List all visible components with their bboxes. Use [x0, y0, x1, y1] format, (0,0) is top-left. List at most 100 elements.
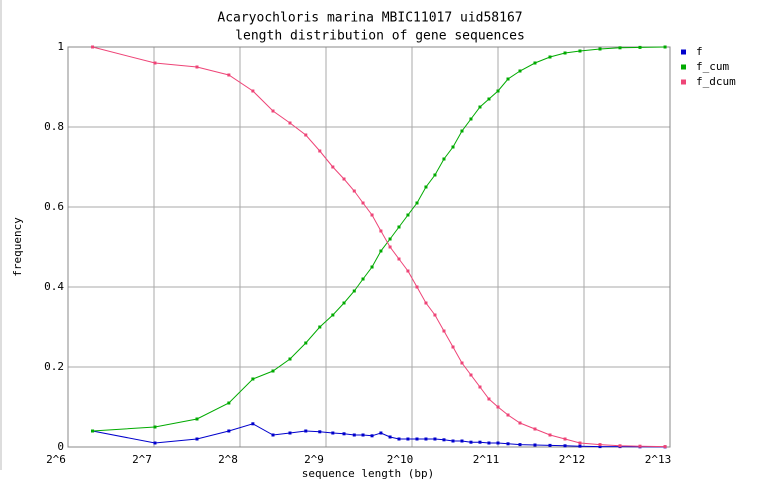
x-tick-label: 2^7	[132, 453, 152, 466]
data-point	[288, 121, 292, 125]
data-point	[496, 441, 500, 445]
data-point	[379, 431, 383, 435]
x-tick-label: 2^12	[559, 453, 586, 466]
data-point	[288, 431, 292, 435]
data-point	[318, 149, 322, 153]
data-point	[415, 201, 419, 205]
data-point	[352, 289, 356, 293]
legend-marker	[681, 64, 686, 70]
data-point	[370, 213, 374, 217]
data-point	[663, 445, 667, 449]
data-point	[318, 430, 322, 434]
data-point	[598, 443, 602, 447]
data-point	[227, 73, 231, 77]
legend-label: f	[696, 45, 703, 58]
x-tick-label: 2^9	[304, 453, 324, 466]
data-point	[460, 129, 464, 133]
x-tick-label: 2^6	[46, 453, 66, 466]
data-point	[271, 433, 275, 437]
data-point	[361, 433, 365, 437]
y-tick-label: 0.6	[44, 200, 64, 213]
data-point	[469, 117, 473, 121]
data-point	[496, 405, 500, 409]
legend-marker	[681, 49, 686, 55]
data-point	[433, 173, 437, 177]
data-point	[578, 441, 582, 445]
data-point	[271, 369, 275, 373]
data-point	[487, 97, 491, 101]
data-point	[195, 437, 199, 441]
series-line	[92, 423, 666, 448]
data-point	[487, 441, 491, 445]
data-point	[379, 229, 383, 233]
data-point	[370, 265, 374, 269]
data-point	[251, 377, 255, 381]
data-point	[91, 429, 95, 433]
legend-marker	[681, 79, 686, 85]
data-point	[424, 185, 428, 189]
data-point	[487, 397, 491, 401]
y-tick-label: 0.4	[44, 280, 64, 293]
data-point	[304, 341, 308, 345]
data-point	[361, 201, 365, 205]
data-point	[251, 422, 255, 426]
data-point	[271, 109, 275, 113]
data-point	[352, 433, 356, 437]
x-tick-label: 2^8	[218, 453, 238, 466]
data-point	[618, 46, 622, 50]
data-point	[578, 49, 582, 53]
data-point	[598, 445, 602, 449]
data-point	[304, 429, 308, 433]
chart-title: Acaryochloris marina MBIC11017 uid58167	[217, 11, 522, 26]
legend-label: f_cum	[696, 60, 729, 73]
y-tick-label: 0.8	[44, 120, 64, 133]
data-point	[406, 269, 410, 273]
plot-frame	[67, 46, 671, 448]
series-line	[92, 46, 666, 448]
data-point	[506, 77, 510, 81]
y-axis-label: frequency	[11, 217, 24, 277]
data-point	[442, 329, 446, 333]
data-point	[352, 189, 356, 193]
data-point	[227, 401, 231, 405]
data-point	[442, 438, 446, 442]
data-point	[518, 69, 522, 73]
data-point	[153, 441, 157, 445]
data-point	[478, 105, 482, 109]
data-point	[331, 165, 335, 169]
data-point	[548, 443, 552, 447]
data-point	[506, 413, 510, 417]
data-point	[406, 213, 410, 217]
data-point	[563, 437, 567, 441]
data-point	[91, 45, 95, 49]
data-point	[342, 432, 346, 436]
data-point	[361, 277, 365, 281]
data-point	[388, 245, 392, 249]
data-point	[424, 301, 428, 305]
data-point	[304, 133, 308, 137]
data-point	[331, 431, 335, 435]
data-point	[195, 65, 199, 69]
data-point	[397, 437, 401, 441]
data-point	[388, 237, 392, 241]
data-point	[496, 89, 500, 93]
data-point	[433, 313, 437, 317]
data-point	[469, 440, 473, 444]
data-point	[638, 444, 642, 448]
x-axis-label: sequence length (bp)	[302, 467, 434, 480]
data-point	[433, 437, 437, 441]
data-point	[478, 385, 482, 389]
data-point	[342, 177, 346, 181]
data-point	[460, 439, 464, 443]
data-point	[451, 345, 455, 349]
x-tick-label: 2^13	[645, 453, 672, 466]
data-point	[618, 444, 622, 448]
data-point	[251, 89, 255, 93]
data-point	[548, 433, 552, 437]
data-point	[638, 45, 642, 49]
data-point	[663, 45, 667, 49]
data-point	[563, 51, 567, 55]
data-point	[342, 301, 346, 305]
data-point	[478, 440, 482, 444]
x-tick-label: 2^11	[473, 453, 500, 466]
